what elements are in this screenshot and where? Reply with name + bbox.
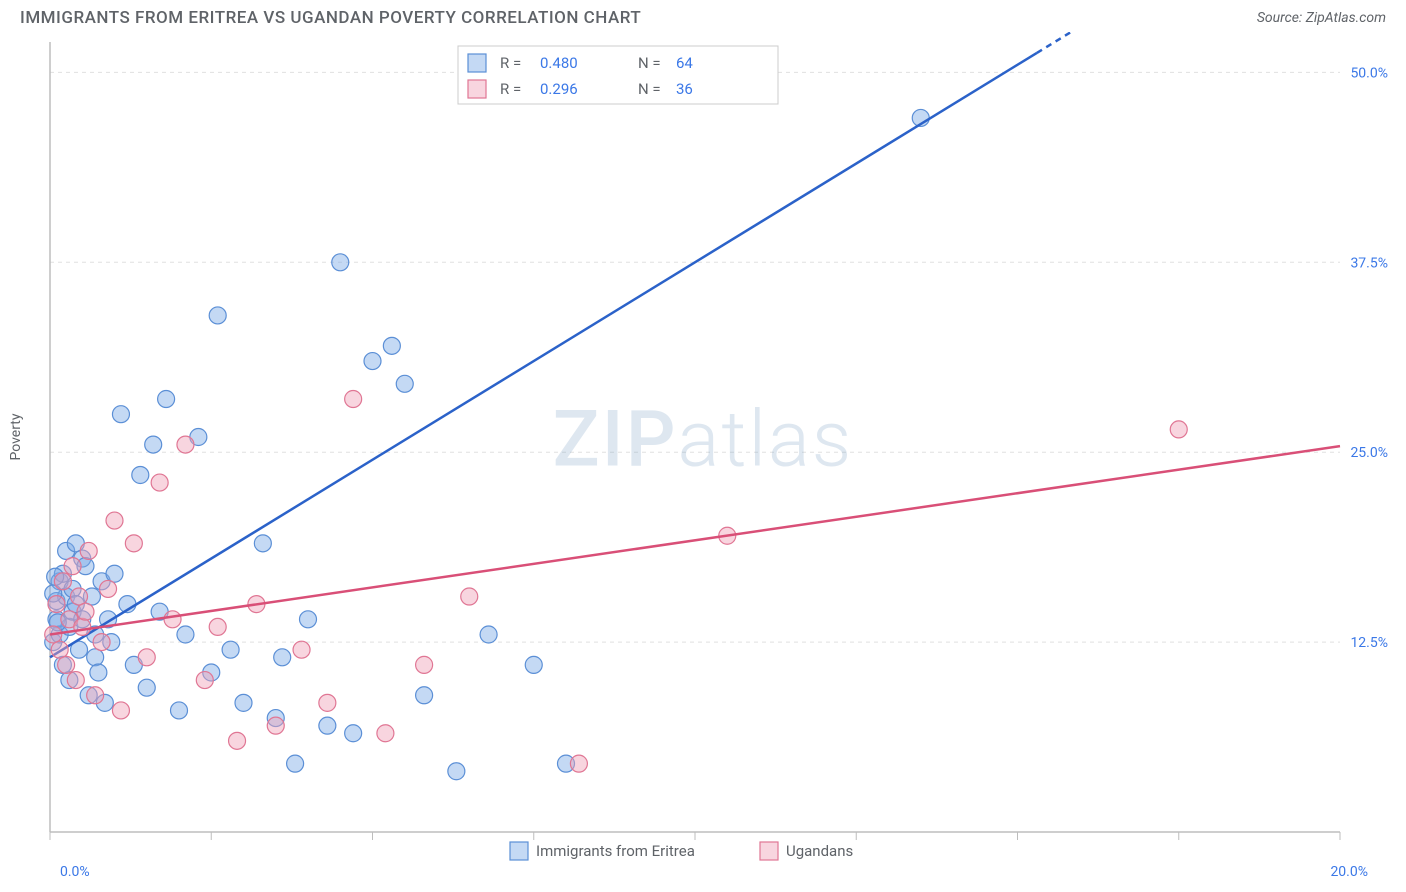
- y-tick-label: 25.0%: [1350, 445, 1388, 461]
- scatter-point: [77, 603, 94, 620]
- scatter-point: [274, 649, 291, 666]
- scatter-point: [138, 679, 155, 696]
- legend-stat-r-value: 0.480: [540, 54, 578, 72]
- scatter-point: [383, 337, 400, 354]
- scatter-point: [87, 687, 104, 704]
- scatter-chart: 12.5% 25.0% 37.5% 50.0% 0.0% 20.0% Poverty R = 0…: [0, 32, 1406, 882]
- legend-swatch: [510, 842, 528, 860]
- trend-line-dashed: [1037, 32, 1340, 53]
- scatter-point: [196, 672, 213, 689]
- scatter-point: [112, 702, 129, 719]
- scatter-point: [377, 725, 394, 742]
- scatter-point: [158, 391, 175, 408]
- scatter-point: [209, 618, 226, 635]
- scatter-point: [267, 717, 284, 734]
- scatter-point: [396, 375, 413, 392]
- legend-stat-n-label: N =: [638, 54, 661, 72]
- scatter-point: [448, 763, 465, 780]
- legend-swatch: [760, 842, 778, 860]
- scatter-point: [164, 611, 181, 628]
- scatter-point: [74, 618, 91, 635]
- scatter-point: [80, 542, 97, 559]
- scatter-point: [125, 535, 142, 552]
- scatter-point: [106, 512, 123, 529]
- scatter-point: [64, 558, 81, 575]
- scatter-point: [319, 717, 336, 734]
- scatter-point: [416, 656, 433, 673]
- scatter-point: [416, 687, 433, 704]
- legend-series-label: Ugandans: [786, 842, 853, 860]
- scatter-point: [58, 656, 75, 673]
- x-tick-label: 20.0%: [1330, 864, 1368, 880]
- legend-swatch: [468, 54, 486, 72]
- scatter-point: [293, 641, 310, 658]
- legend-stat-r-label: R =: [500, 80, 521, 98]
- source-label: Source: ZipAtlas.com: [1257, 10, 1386, 26]
- scatter-point: [145, 436, 162, 453]
- scatter-point: [177, 626, 194, 643]
- scatter-point: [90, 664, 107, 681]
- scatter-point: [209, 307, 226, 324]
- chart-area: 12.5% 25.0% 37.5% 50.0% 0.0% 20.0% Poverty R = 0…: [0, 32, 1406, 882]
- legend-stat-n-label: N =: [638, 80, 661, 98]
- scatter-point: [112, 406, 129, 423]
- scatter-point: [151, 474, 168, 491]
- scatter-point: [67, 672, 84, 689]
- scatter-point: [525, 656, 542, 673]
- scatter-point: [106, 565, 123, 582]
- scatter-point: [229, 732, 246, 749]
- scatter-point: [87, 649, 104, 666]
- scatter-point: [171, 702, 188, 719]
- scatter-point: [364, 353, 381, 370]
- scatter-point: [332, 254, 349, 271]
- scatter-point: [71, 588, 88, 605]
- scatter-point: [100, 580, 117, 597]
- scatter-point: [300, 611, 317, 628]
- scatter-point: [54, 573, 71, 590]
- scatter-point: [222, 641, 239, 658]
- y-tick-label: 50.0%: [1350, 65, 1388, 81]
- x-tick-label: 0.0%: [60, 864, 90, 880]
- legend-stat-n-value: 36: [676, 80, 693, 98]
- scatter-point: [177, 436, 194, 453]
- scatter-point: [93, 634, 110, 651]
- scatter-point: [48, 596, 65, 613]
- scatter-point: [461, 588, 478, 605]
- y-axis-label: Poverty: [8, 413, 24, 460]
- y-tick-label: 37.5%: [1350, 255, 1388, 271]
- scatter-point: [51, 641, 68, 658]
- scatter-point: [138, 649, 155, 666]
- trend-line: [50, 446, 1340, 634]
- scatter-point: [254, 535, 271, 552]
- legend-swatch: [468, 80, 486, 98]
- scatter-point: [570, 755, 587, 772]
- scatter-point: [319, 694, 336, 711]
- scatter-point: [287, 755, 304, 772]
- scatter-point: [1170, 421, 1187, 438]
- legend-series-label: Immigrants from Eritrea: [536, 842, 695, 860]
- scatter-point: [480, 626, 497, 643]
- scatter-point: [345, 391, 362, 408]
- chart-title: IMMIGRANTS FROM ERITREA VS UGANDAN POVER…: [20, 8, 641, 28]
- scatter-point: [345, 725, 362, 742]
- legend-stat-r-value: 0.296: [540, 80, 578, 98]
- legend-stat-r-label: R =: [500, 54, 521, 72]
- y-tick-label: 12.5%: [1350, 635, 1388, 651]
- scatter-point: [235, 694, 252, 711]
- scatter-point: [132, 466, 149, 483]
- trend-line: [50, 53, 1037, 657]
- legend-stat-n-value: 64: [676, 54, 693, 72]
